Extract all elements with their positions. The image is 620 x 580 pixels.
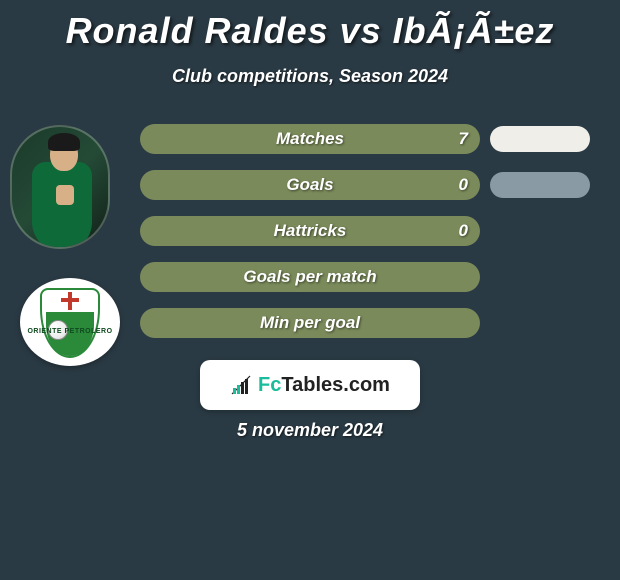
stat-left-value: 7	[459, 129, 468, 149]
stat-label: Matches	[276, 129, 344, 149]
left-club-badge: ORIENTE PETROLERO	[20, 278, 120, 366]
comparison-title: Ronald Raldes vs IbÃ¡Ã±ez	[0, 0, 620, 52]
stat-left-value: 0	[459, 221, 468, 241]
stat-pill: Goals 0	[140, 170, 480, 200]
fctables-wordmark: FcTables.com	[258, 374, 390, 397]
stat-label: Hattricks	[274, 221, 347, 241]
fctables-logo: FcTables.com	[200, 360, 420, 410]
stat-label: Min per goal	[260, 313, 360, 333]
fctables-rest: Tables.com	[281, 374, 390, 396]
stat-right-oval	[490, 172, 590, 198]
stat-pill: Min per goal	[140, 308, 480, 338]
stat-left-value: 0	[459, 175, 468, 195]
stat-label: Goals per match	[243, 267, 376, 287]
comparison-subtitle: Club competitions, Season 2024	[0, 66, 620, 87]
fctables-fc: Fc	[258, 374, 281, 396]
player-hand-shape	[56, 185, 74, 205]
stat-pill: Matches 7	[140, 124, 480, 154]
stat-pill: Goals per match	[140, 262, 480, 292]
stat-label: Goals	[286, 175, 333, 195]
badge-arc-text: ORIENTE PETROLERO	[20, 328, 120, 335]
stat-right-oval	[490, 126, 590, 152]
player-hair-shape	[48, 133, 80, 151]
left-player-photo	[10, 125, 110, 249]
fctables-mark-icon	[230, 374, 252, 396]
snapshot-date: 5 november 2024	[0, 420, 620, 441]
player-body-shape	[32, 162, 92, 249]
badge-cross-icon	[60, 292, 80, 312]
stat-pill: Hattricks 0	[140, 216, 480, 246]
